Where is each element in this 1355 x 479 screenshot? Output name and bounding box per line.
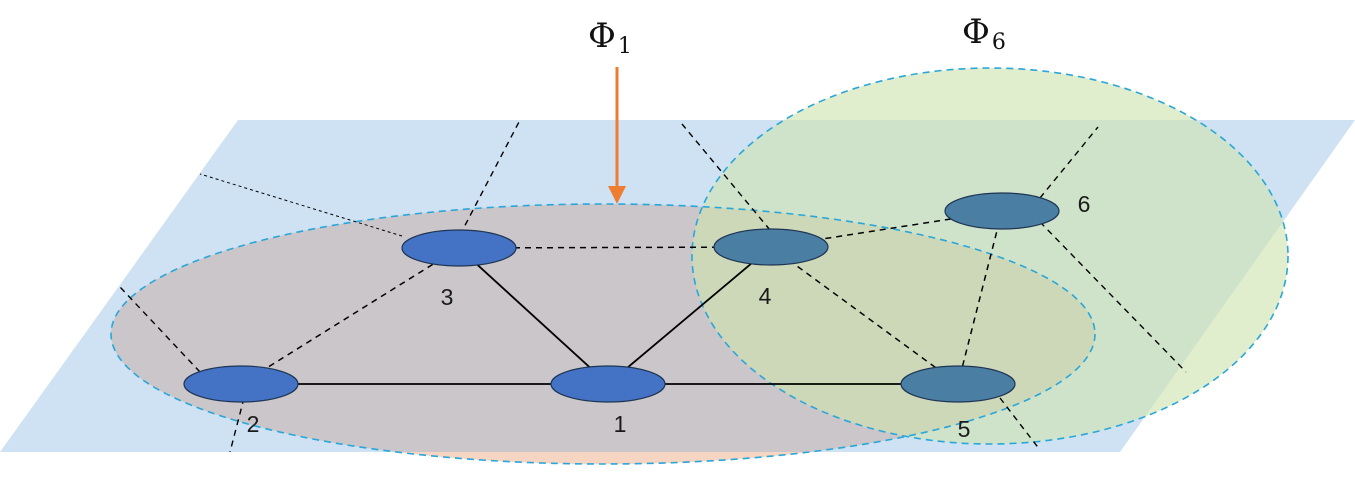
region-phi1-overflow — [396, 452, 810, 464]
stub-edge-6-a — [1039, 126, 1099, 199]
phi1-label: Φ1 — [588, 16, 632, 59]
stub-edge-4-a — [681, 123, 771, 231]
edge-6-5 — [957, 210, 1003, 385]
edge-1-4 — [607, 246, 772, 385]
node-3 — [401, 229, 517, 267]
node-label-2: 2 — [247, 411, 260, 437]
node-6 — [944, 192, 1060, 230]
node-5 — [900, 365, 1016, 403]
region-phi1-border — [110, 203, 1096, 465]
edges — [240, 210, 1003, 385]
edge-4-5 — [770, 246, 959, 385]
node-label-3: 3 — [441, 284, 454, 310]
edge-2-3 — [240, 247, 460, 385]
stub-edge-2-a — [119, 286, 201, 373]
node-4 — [713, 228, 829, 266]
node-labels: 1 2 3 4 5 6 — [247, 191, 1091, 442]
edge-3-4 — [458, 246, 772, 249]
node-1 — [550, 365, 666, 403]
node-2 — [183, 365, 299, 403]
edge-3-1 — [458, 247, 609, 385]
node-label-4: 4 — [759, 283, 772, 309]
region-phi6-border — [691, 67, 1289, 445]
nodes — [183, 192, 1060, 403]
stub-edge-3-b — [199, 173, 403, 237]
node-label-6: 6 — [1078, 191, 1091, 217]
external-edge-stubs — [119, 119, 1187, 453]
node-label-1: 1 — [614, 411, 627, 437]
stub-edge-2-b — [229, 397, 245, 453]
arrow-phi1-head — [608, 186, 626, 204]
phi6-label: Φ6 — [962, 12, 1006, 55]
stub-edge-6-b — [1039, 221, 1187, 373]
node-label-5: 5 — [958, 416, 971, 442]
